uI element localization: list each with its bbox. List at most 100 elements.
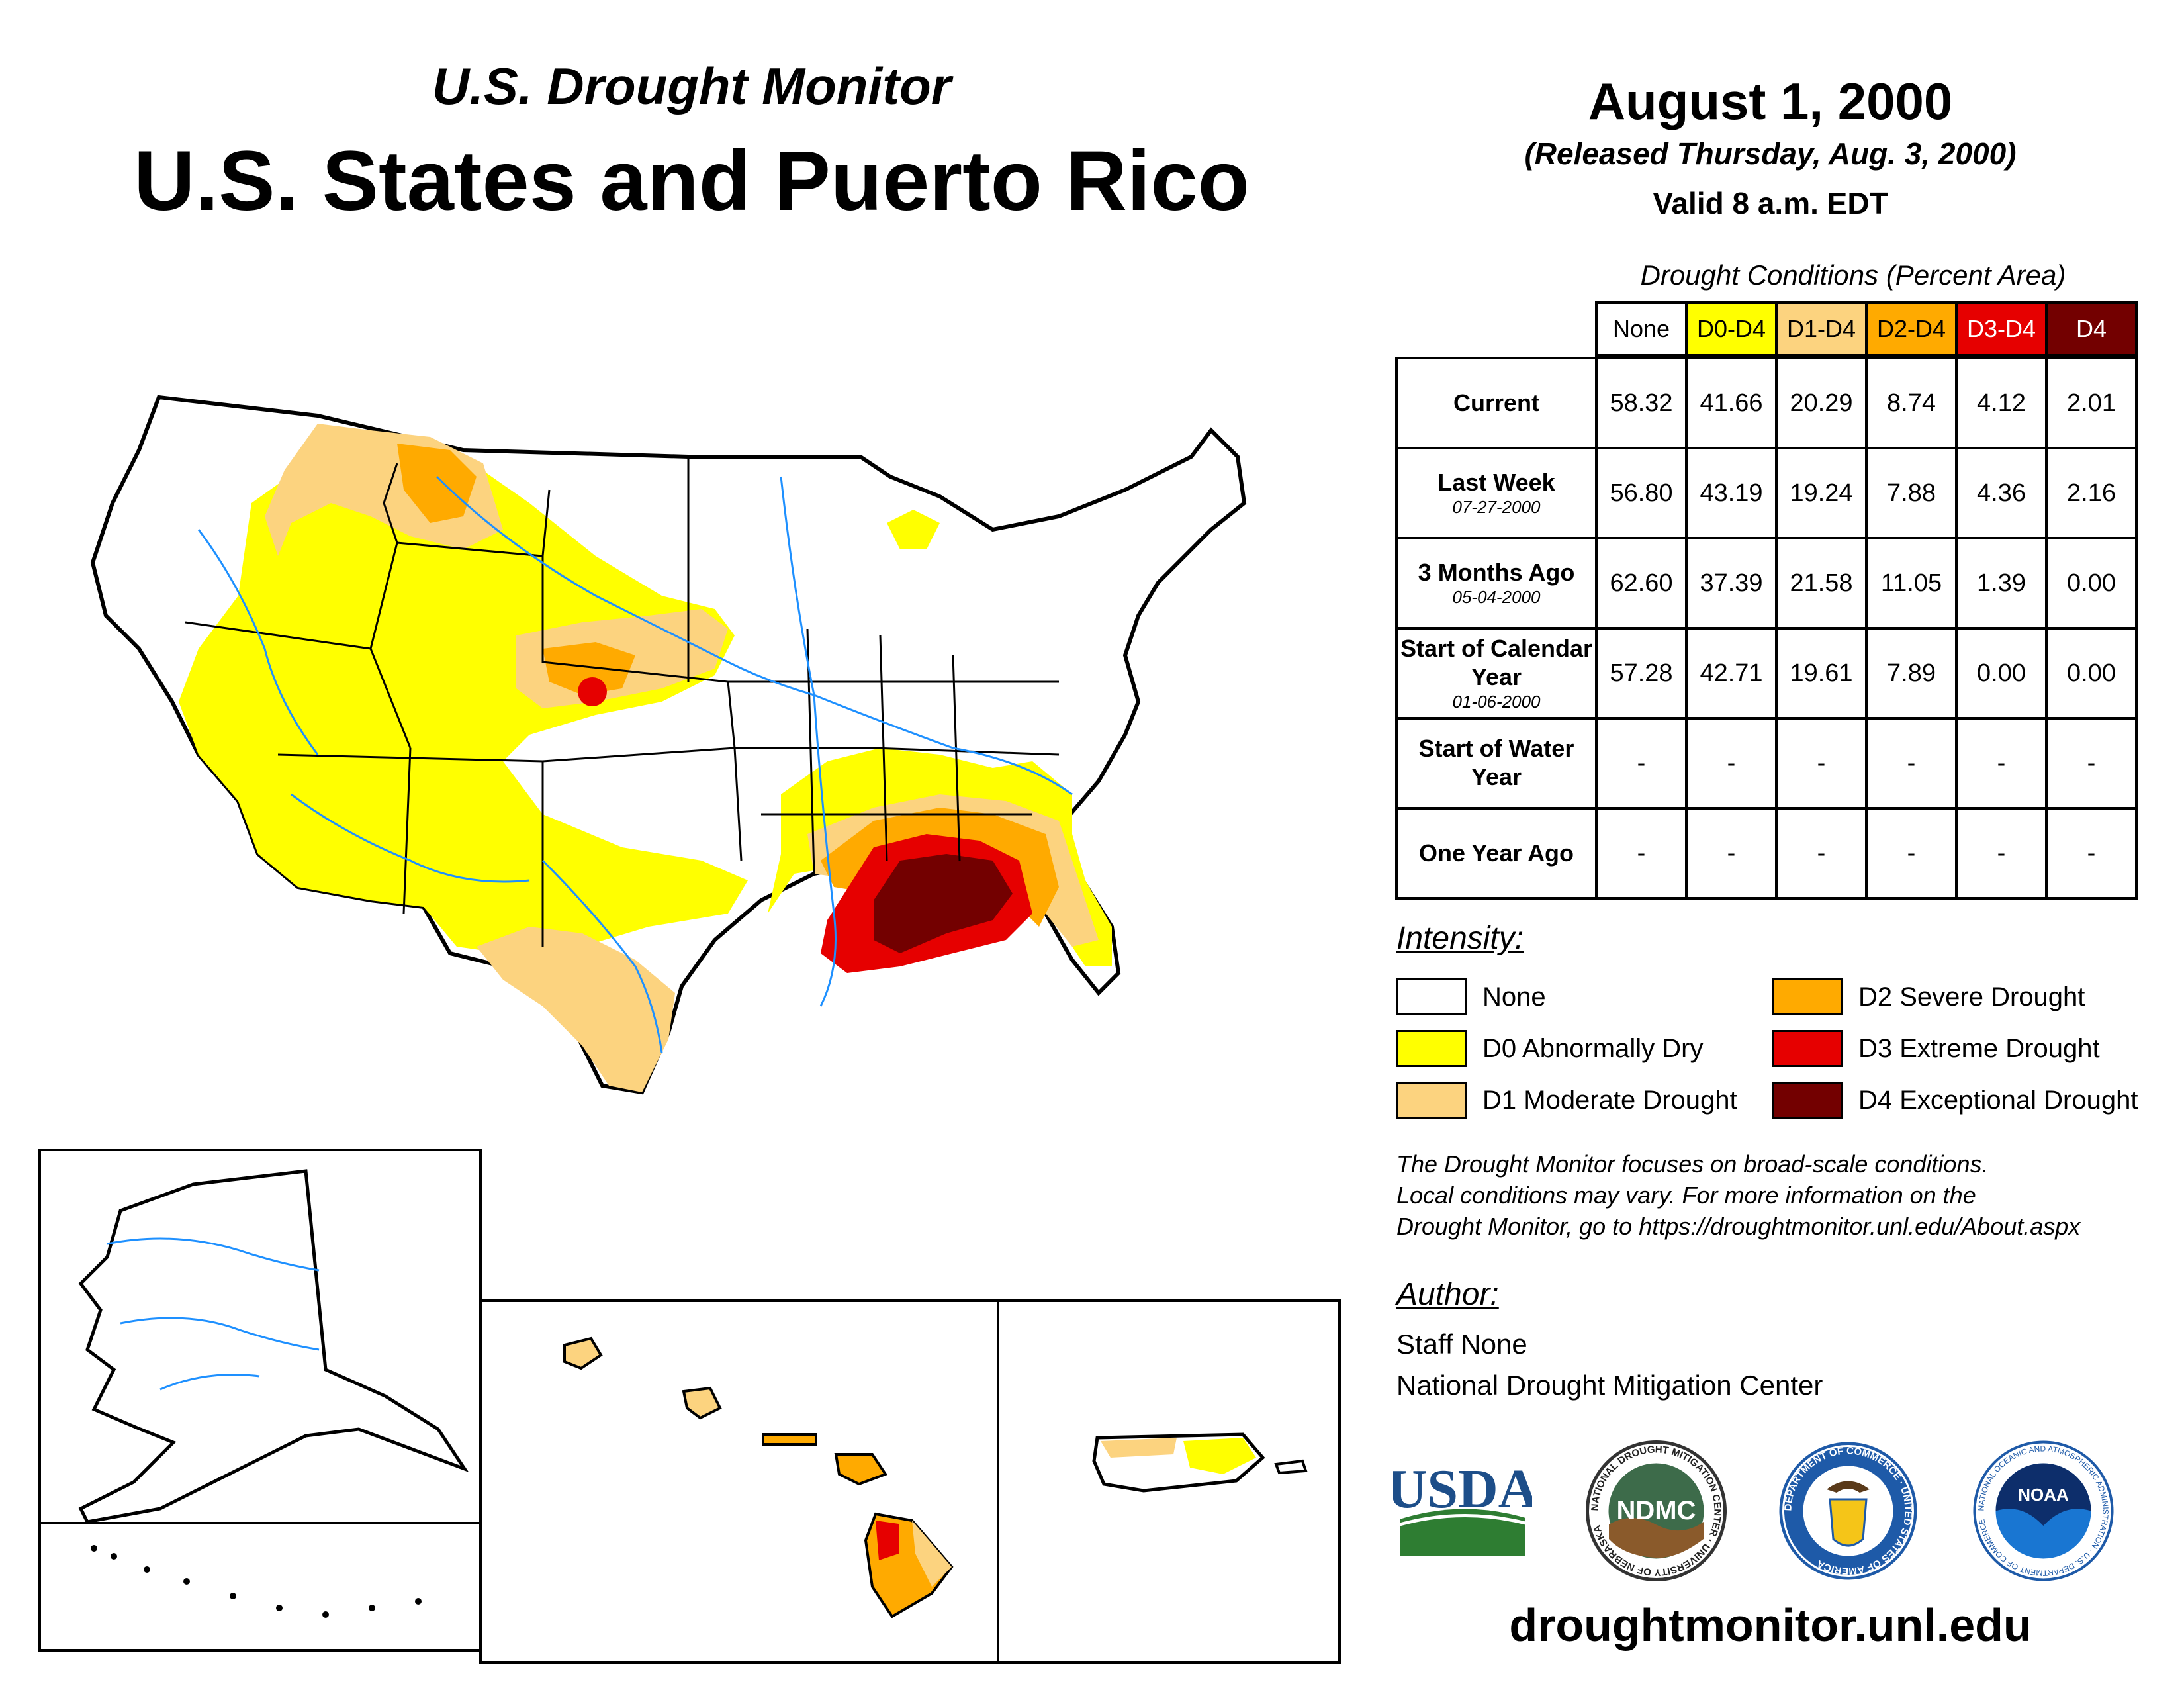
author-block: Staff None National Drought Mitigation C… (1396, 1324, 1823, 1406)
table-cell: - (1865, 717, 1958, 810)
table-header-row: None D0-D4 D1-D4 D2-D4 D3-D4 D4 (1396, 301, 2138, 357)
map-title: U.S. States and Puerto Rico (134, 134, 1250, 228)
alaska-inset-frame (38, 1149, 482, 1652)
table-cell: 7.89 (1865, 627, 1958, 720)
legend-swatch (1396, 978, 1467, 1015)
table-caption: Drought Conditions (Percent Area) (1640, 259, 2066, 291)
table-cell: 20.29 (1775, 357, 1868, 449)
table-cell: 19.61 (1775, 627, 1868, 720)
table-cell: 42.71 (1685, 627, 1778, 720)
table-cell: - (1595, 807, 1688, 900)
table-cell: - (1685, 807, 1778, 900)
row-label: Start of Water Year (1395, 717, 1598, 810)
puerto-rico-d0 (1183, 1438, 1256, 1474)
alaska-map (41, 1169, 479, 1618)
table-cell: 41.66 (1685, 357, 1778, 449)
noaa-logo: NATIONAL OCEANIC AND ATMOSPHERIC ADMINIS… (1973, 1440, 2114, 1581)
legend-swatch (1772, 978, 1843, 1015)
table-cell: - (1685, 717, 1778, 810)
legend-item: None (1396, 978, 1546, 1015)
commerce-seal-logo: DEPARTMENT OF COMMERCE · UNITED STATES O… (1779, 1442, 1917, 1580)
release-date: (Released Thursday, Aug. 3, 2000) (1524, 136, 2017, 171)
drought-area-d0-west (179, 437, 748, 953)
legend-title: Intensity: (1396, 921, 1524, 956)
author-org: National Drought Mitigation Center (1396, 1370, 1823, 1401)
table-cell: - (1775, 807, 1868, 900)
table-cell: 7.88 (1865, 447, 1958, 539)
table-cell: 2.16 (2045, 447, 2138, 539)
legend-swatch (1396, 1030, 1467, 1067)
table-cell: 4.36 (1955, 447, 2048, 539)
legend-item: D2 Severe Drought (1772, 978, 2085, 1015)
disclaimer-note: The Drought Monitor focuses on broad-sca… (1396, 1150, 2081, 1240)
conus-drought-map (90, 395, 1247, 1095)
table-cell: 57.28 (1595, 627, 1688, 720)
drought-area-d0-michigan (887, 510, 940, 549)
row-label: 3 Months Ago 05-04-2000 (1395, 537, 1598, 630)
table-row: Last Week 07-27-2000 56.80 43.19 19.24 7.… (1395, 447, 2138, 539)
valid-time: Valid 8 a.m. EDT (1653, 186, 1888, 220)
row-label: Current (1395, 357, 1598, 449)
map-subtitle: U.S. Drought Monitor (432, 57, 952, 115)
table-cell: 8.74 (1865, 357, 1958, 449)
author-heading: Author: (1396, 1277, 1499, 1312)
table-cell: 21.58 (1775, 537, 1868, 630)
table-cell: 0.00 (2045, 537, 2138, 630)
hawaii-big-island-d3 (876, 1521, 899, 1560)
svg-text:NOAA: NOAA (2018, 1485, 2069, 1505)
column-header: D2-D4 (1865, 301, 1958, 357)
table-cell: 2.01 (2045, 357, 2138, 449)
svg-text:NDMC: NDMC (1617, 1496, 1696, 1525)
row-label: Last Week 07-27-2000 (1395, 447, 1598, 539)
row-label: Start of Calendar Year 01-06-2000 (1395, 627, 1598, 720)
table-cell: - (2045, 717, 2138, 810)
table-cell: 19.24 (1775, 447, 1868, 539)
alaska-land (78, 1169, 469, 1524)
column-header: None (1595, 301, 1688, 357)
legend-swatch (1772, 1030, 1843, 1067)
legend-item: D1 Moderate Drought (1396, 1082, 1737, 1119)
table-cell: - (1865, 807, 1958, 900)
column-header: D3-D4 (1955, 301, 2048, 357)
table-cell: 1.39 (1955, 537, 2048, 630)
drought-area-d2-nebraska (543, 642, 635, 695)
row-label: One Year Ago (1395, 807, 1598, 900)
table-cell: 0.00 (2045, 627, 2138, 720)
author-name: Staff None (1396, 1329, 1527, 1360)
hawaii-big-island-d1 (912, 1521, 952, 1587)
drought-area-d2-montana (397, 444, 477, 523)
table-cell: 58.32 (1595, 357, 1688, 449)
table-row: Current 58.32 41.66 20.29 8.74 4.12 2.01 (1395, 357, 2138, 449)
table-row: Start of Water Year - - - - - - (1395, 717, 2138, 810)
table-cell: 11.05 (1865, 537, 1958, 630)
legend-item: D4 Exceptional Drought (1772, 1082, 2138, 1119)
table-cell: 37.39 (1685, 537, 1778, 630)
drought-area-d1-texas (477, 927, 675, 1092)
hawaii-kauai (563, 1336, 603, 1370)
table-cell: 56.80 (1595, 447, 1688, 539)
table-row: One Year Ago - - - - - - (1395, 807, 2138, 900)
culebra-vieques (1274, 1459, 1308, 1475)
table-row: Start of Calendar Year 01-06-2000 57.28 4… (1395, 627, 2138, 720)
legend-swatch (1396, 1082, 1467, 1119)
table-cell: 4.12 (1955, 357, 2048, 449)
column-header: D1-D4 (1775, 301, 1868, 357)
table-cell: 62.60 (1595, 537, 1688, 630)
drought-conditions-table: None D0-D4 D1-D4 D2-D4 D3-D4 D4 Current … (1395, 301, 2138, 900)
legend-item: D0 Abnormally Dry (1396, 1030, 1703, 1067)
table-cell: - (1775, 717, 1868, 810)
website-url: droughtmonitor.unl.edu (1509, 1599, 2032, 1651)
table-cell: - (1955, 807, 2048, 900)
table-cell: 0.00 (1955, 627, 2048, 720)
drought-area-d3-nebraska (578, 677, 607, 706)
hawaii-pr-inset-frame (479, 1299, 1341, 1664)
drought-area-d4-southeast (874, 854, 1013, 953)
ndmc-logo: NATIONAL DROUGHT MITIGATION CENTER · UNI… (1586, 1440, 1727, 1581)
legend-swatch (1772, 1082, 1843, 1119)
table-cell: - (2045, 807, 2138, 900)
hawaii-maui (834, 1453, 888, 1486)
table-row: 3 Months Ago 05-04-2000 62.60 37.39 21.58… (1395, 537, 2138, 630)
legend-item: D3 Extreme Drought (1772, 1030, 2100, 1067)
map-date: August 1, 2000 (1588, 72, 1953, 130)
table-cell: 43.19 (1685, 447, 1778, 539)
